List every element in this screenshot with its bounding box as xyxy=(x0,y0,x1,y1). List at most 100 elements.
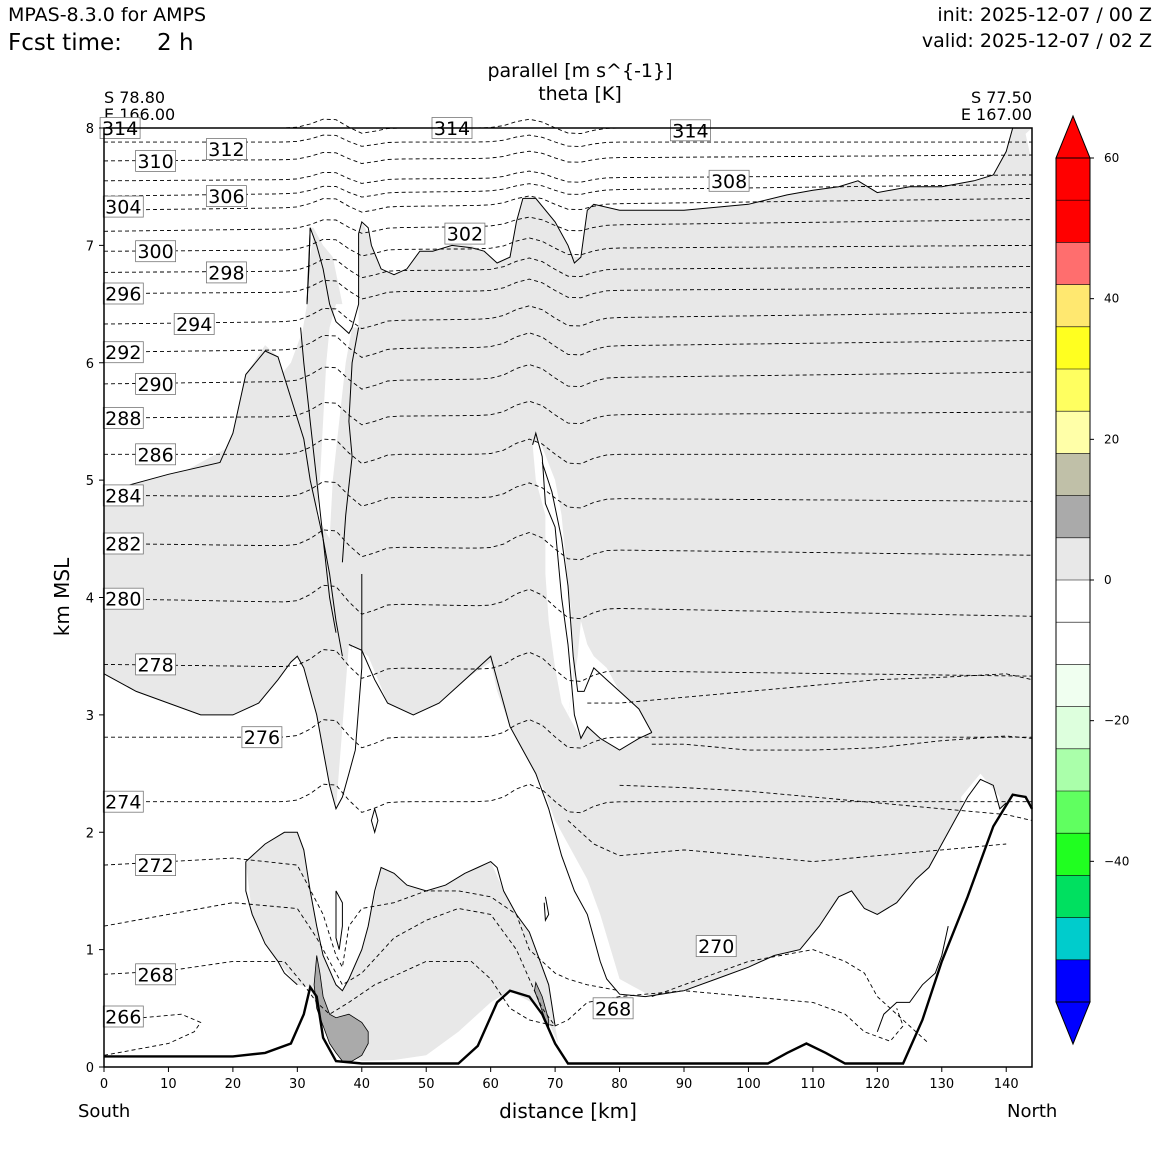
theta-label-4: 306 xyxy=(208,186,244,208)
forecast-time-label: Fcst time: xyxy=(8,30,122,56)
colorbar-band-5 xyxy=(1056,791,1090,834)
y-tick-label-7: 7 xyxy=(86,239,94,254)
theta-label-5: 304 xyxy=(105,197,141,219)
y-tick-label-4: 4 xyxy=(86,592,94,607)
theta-line-8 xyxy=(104,237,1033,257)
wind-zero-line-12 xyxy=(541,462,653,733)
y-tick-label-6: 6 xyxy=(86,357,94,372)
theta-label-box-4 xyxy=(205,185,247,208)
theta-label-18: 278 xyxy=(137,654,173,676)
x-tick-label-30: 30 xyxy=(289,1077,306,1092)
clear-region-7 xyxy=(316,304,353,539)
theta-line-5 xyxy=(103,183,1033,198)
colorbar-band-7 xyxy=(1056,706,1090,749)
right-endpoint-lon: E 167.00 xyxy=(960,105,1032,124)
clear-region-4 xyxy=(348,656,562,1020)
model-name: MPAS-8.3.0 for AMPS xyxy=(8,4,207,26)
chart-subtitle: theta [K] xyxy=(538,83,622,105)
theta-label-9: 296 xyxy=(105,284,141,306)
theta-low-line-1 xyxy=(103,857,620,992)
theta-label-box-24 xyxy=(592,997,634,1020)
x-tick-label-70: 70 xyxy=(547,1077,564,1092)
theta-label-1: 314 xyxy=(102,118,138,140)
colorbar-band-2 xyxy=(1056,917,1090,960)
theta-label-box-2 xyxy=(205,138,247,161)
theta-label-22: 270 xyxy=(698,936,734,958)
theta-label-box-10 xyxy=(173,313,215,335)
theta-label-box-18 xyxy=(135,653,177,676)
colorbar-extend-max xyxy=(1055,114,1091,159)
right-endpoint-lat: S 77.50 xyxy=(970,88,1032,107)
theta-low-line-7 xyxy=(587,673,1033,704)
shade-region-2 xyxy=(104,327,362,809)
clear-region-5 xyxy=(568,621,652,751)
wind-shading xyxy=(104,128,1032,1062)
x-tick-label-90: 90 xyxy=(676,1077,693,1092)
y-tick-label-2: 2 xyxy=(86,826,94,841)
theta-label-box-12 xyxy=(135,372,177,395)
colorbar-tick-label-1: 60 xyxy=(1104,151,1119,165)
wind-zero-line-10 xyxy=(341,327,360,563)
theta-label-19: 276 xyxy=(244,727,280,749)
y-tick-label-1: 1 xyxy=(86,944,94,959)
colorbar-band-18 xyxy=(1056,242,1090,285)
wind-zero-line-3 xyxy=(245,831,556,1026)
terrain-line xyxy=(104,793,1034,1065)
theta-label-8: 298 xyxy=(208,262,244,284)
colorbar-tick-label-6: −40 xyxy=(1104,854,1129,868)
y-tick-label-8: 8 xyxy=(86,122,94,137)
x-tick-label-140: 140 xyxy=(994,1077,1019,1092)
colorbar-band-13 xyxy=(1056,453,1090,496)
direction-south: South xyxy=(78,1101,131,1122)
theta-line-18 xyxy=(103,584,1033,620)
theta-line-17 xyxy=(103,529,1033,561)
theta-low-line-3 xyxy=(103,960,556,1027)
x-axis-label: distance [km] xyxy=(499,1099,637,1123)
theta-label-10: 294 xyxy=(176,314,212,336)
x-tick-label-10: 10 xyxy=(160,1077,177,1092)
theta-line-11 xyxy=(103,305,1033,330)
wind-zero-line-4 xyxy=(245,861,298,986)
theta-contour-labels: 314 312 310 306 304 302 300 298 296 294 292 290 288 2… xyxy=(99,117,750,1029)
x-tick-label-100: 100 xyxy=(736,1077,761,1092)
colorbar-band-10 xyxy=(1056,580,1090,623)
colorbar-band-19 xyxy=(1056,200,1090,243)
theta-label-15: 284 xyxy=(105,485,141,507)
colorbar-tick-label-5: −20 xyxy=(1104,714,1129,728)
theta-label-21: 272 xyxy=(137,855,173,877)
theta-label-25: 266 xyxy=(105,1007,141,1029)
wind-zero-line-8 xyxy=(306,227,311,305)
theta-line-14 xyxy=(103,400,1033,426)
colorbar-tick-label-3: 20 xyxy=(1104,432,1119,446)
theta-line-4 xyxy=(103,170,1032,184)
wind-zero-line-16 xyxy=(543,896,550,923)
y-tick-label-3: 3 xyxy=(86,709,94,724)
forecast-time-value: 2 h xyxy=(157,30,194,56)
colorbar-tick-label-4: 0 xyxy=(1104,573,1112,587)
x-tick-label-20: 20 xyxy=(225,1077,242,1092)
theta-label-box-14 xyxy=(135,443,177,466)
wind-zero-line-9 xyxy=(300,327,337,633)
terrain-profile xyxy=(104,793,1034,1065)
theta-line-13 xyxy=(103,364,1033,390)
colorbar-band-16 xyxy=(1056,326,1090,369)
theta-low-line-4 xyxy=(103,1013,202,1056)
colorbar-tick-label-2: 40 xyxy=(1104,292,1119,306)
theta-label-box-21 xyxy=(135,854,177,876)
theta-label-13: 288 xyxy=(105,408,141,430)
clear-region-1 xyxy=(104,656,324,1057)
theta-line-21 xyxy=(104,783,1032,814)
theta-label-2: 312 xyxy=(208,139,244,161)
theta-label-24: 268 xyxy=(595,998,631,1020)
y-tick-label-5: 5 xyxy=(86,474,94,489)
theta-label-28: 308 xyxy=(711,171,747,193)
theta-label-16: 282 xyxy=(105,534,141,556)
clear-region-9 xyxy=(877,955,942,1062)
wind-zero-line-14 xyxy=(335,890,343,950)
valid-time: valid: 2025-12-07 / 02 Z xyxy=(921,30,1152,52)
colorbar-band-6 xyxy=(1056,748,1090,791)
theta-label-17: 280 xyxy=(105,589,141,611)
theta-line-1 xyxy=(104,118,1032,134)
colorbar-band-14 xyxy=(1056,411,1090,454)
